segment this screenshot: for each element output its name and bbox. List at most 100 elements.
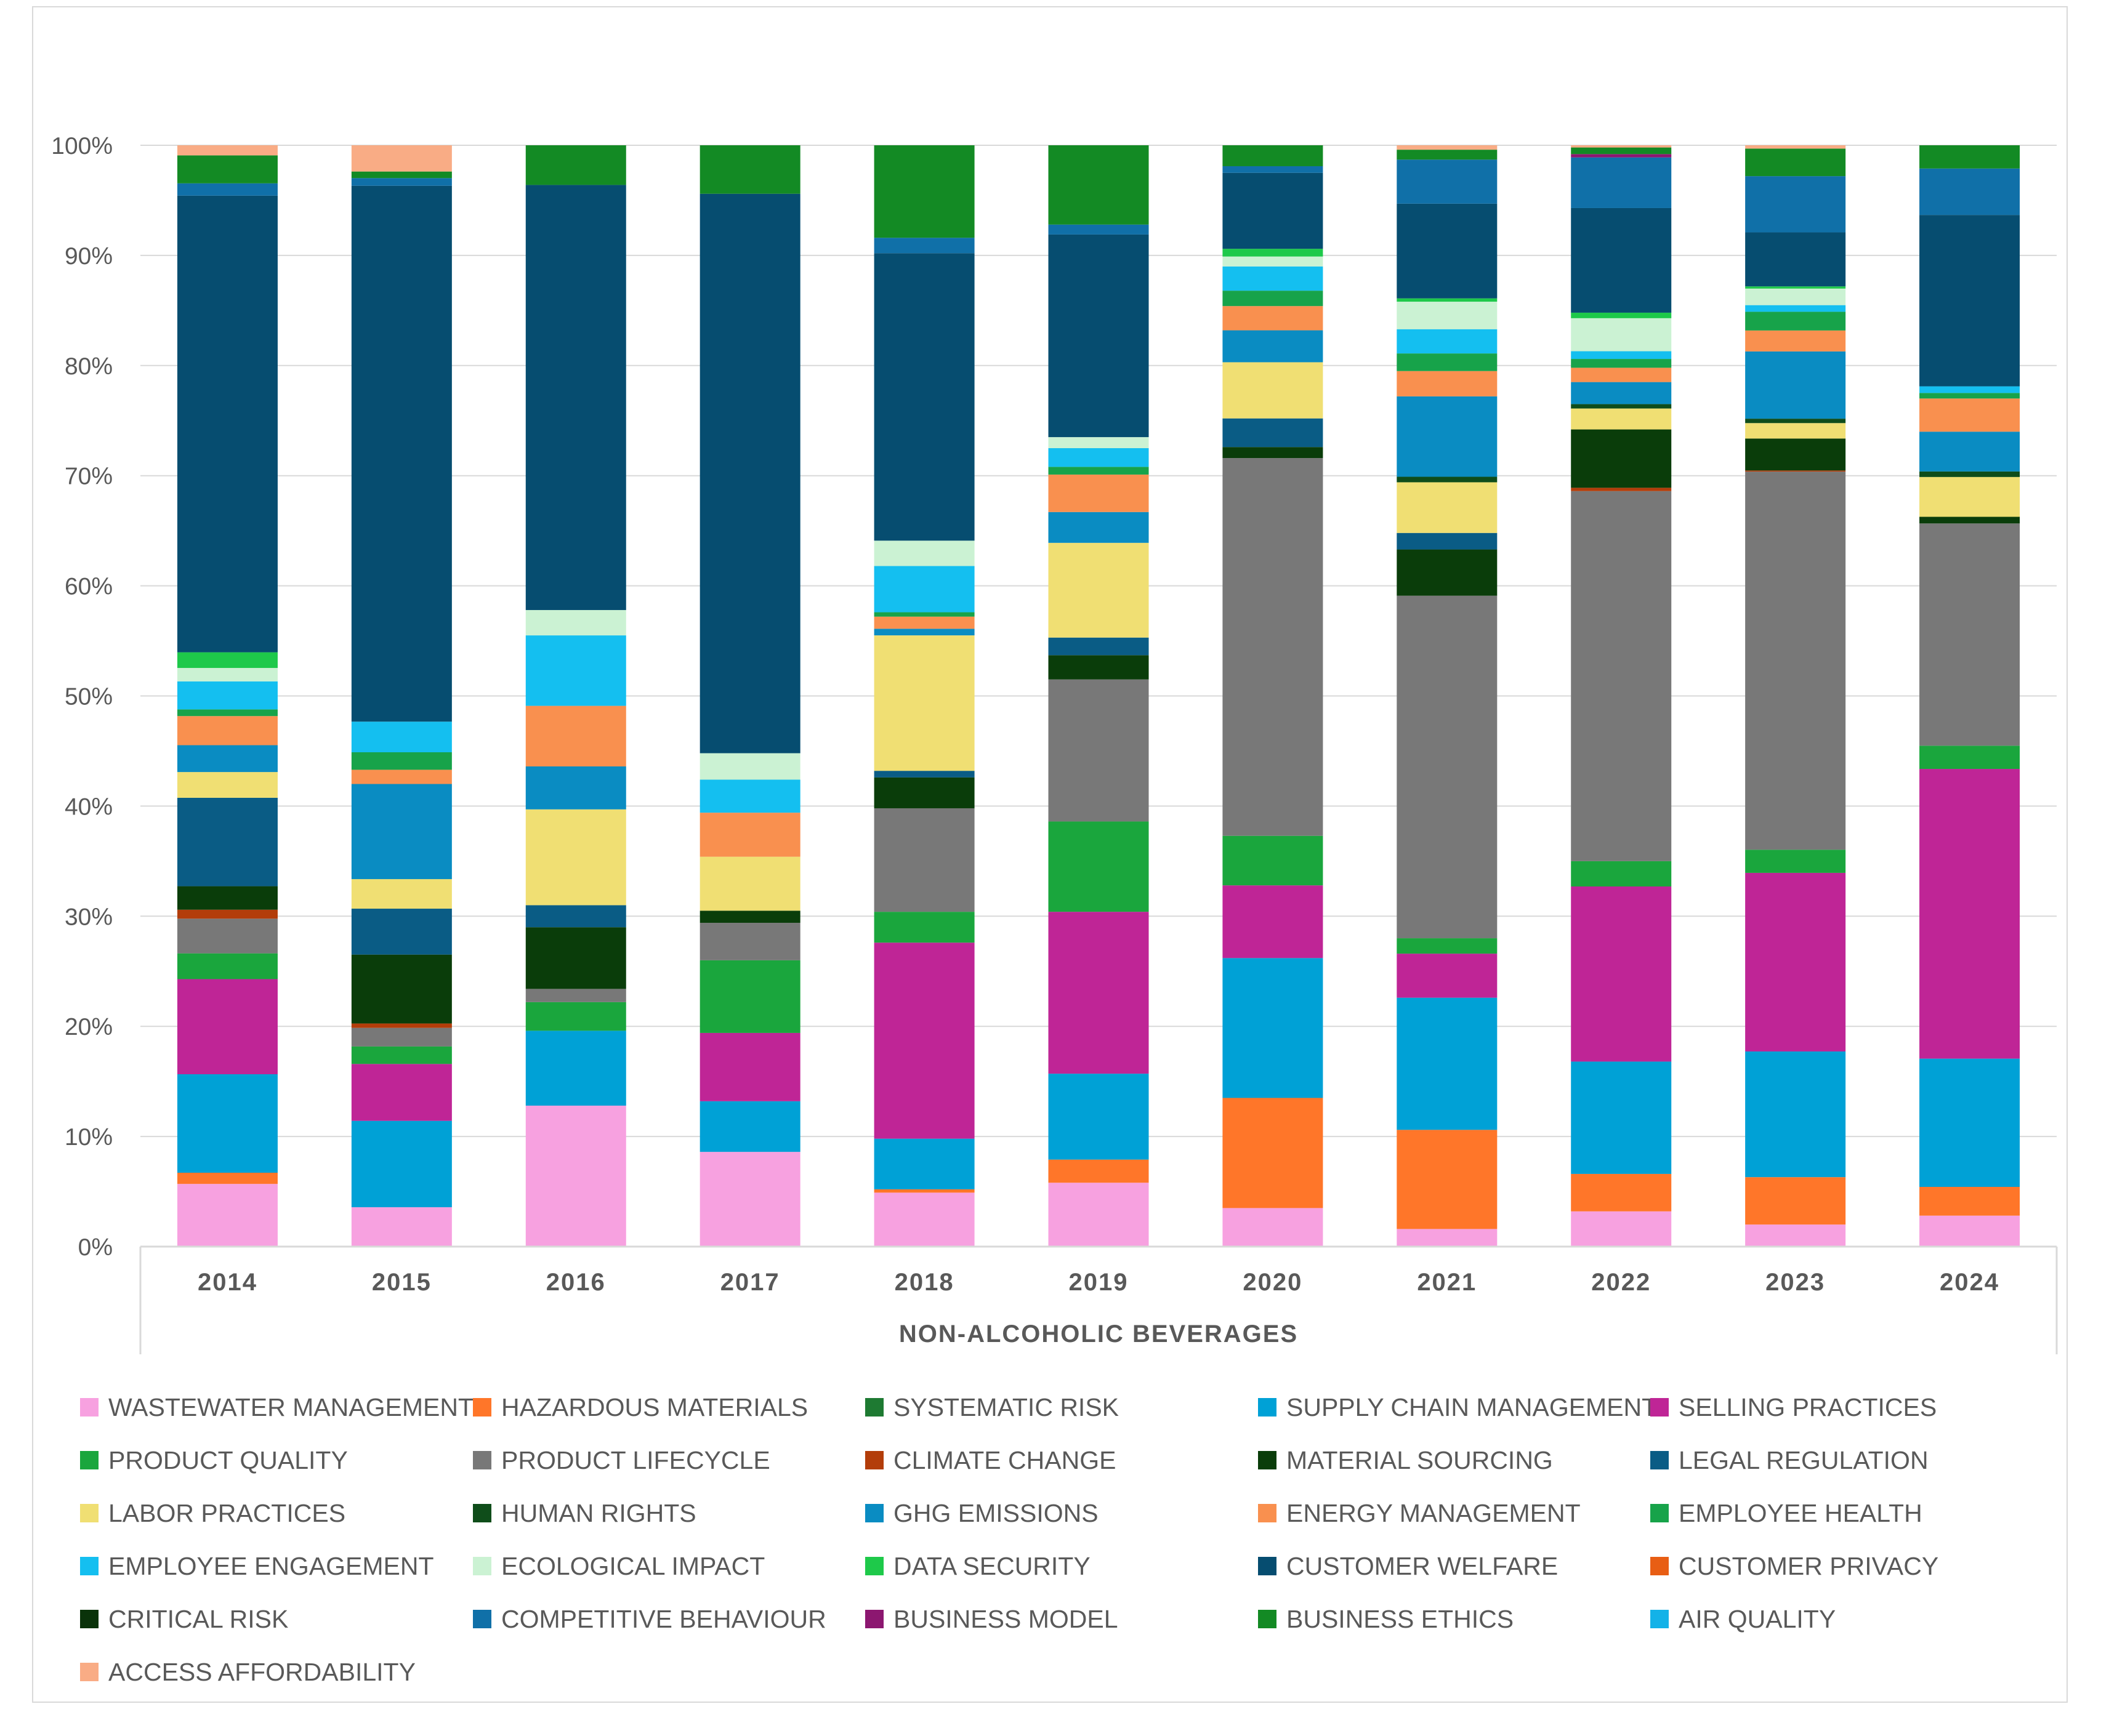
bar-segment[interactable]: ECOLOGICAL IMPACT 2022 [1571, 318, 1672, 352]
bar-segment[interactable]: EMPLOYEE HEALTH 2019 [1048, 467, 1149, 475]
bar-segment[interactable]: LEGAL REGULATION 2014 [177, 797, 278, 886]
bar-segment[interactable]: MATERIAL SOURCING 2021 [1397, 549, 1498, 596]
bar-segment[interactable]: BUSINESS ETHICS 2014 [177, 155, 278, 183]
bar-segment[interactable]: ENERGY MANAGEMENT 2023 [1745, 330, 1846, 352]
bar-segment[interactable]: SUPPLY CHAIN MANAGEMENT 2018 [874, 1138, 975, 1189]
bar-segment[interactable]: ECOLOGICAL IMPACT 2021 [1397, 302, 1498, 329]
bar-segment[interactable]: ENERGY MANAGEMENT 2015 [351, 770, 452, 784]
bar-segment[interactable]: CLIMATE CHANGE 2023 [1745, 470, 1846, 472]
bar-segment[interactable]: PRODUCT QUALITY 2023 [1745, 850, 1846, 873]
bar-segment[interactable]: COMPETITIVE BEHAVIOUR 2023 [1745, 176, 1846, 233]
legend-item[interactable]: EMPLOYEE ENGAGEMENT [80, 1549, 434, 1583]
legend-item[interactable]: PRODUCT LIFECYCLE [473, 1443, 770, 1477]
bar-segment[interactable]: SUPPLY CHAIN MANAGEMENT 2017 [700, 1101, 800, 1152]
bar-segment[interactable]: WASTEWATER MANAGEMENT 2017 [700, 1152, 800, 1247]
bar-segment[interactable]: ECOLOGICAL IMPACT 2020 [1222, 256, 1323, 267]
legend-item[interactable]: ENERGY MANAGEMENT [1258, 1496, 1581, 1530]
bar-segment[interactable]: HUMAN RIGHTS 2022 [1571, 404, 1672, 409]
bar-segment[interactable]: LABOR PRACTICES 2020 [1222, 362, 1323, 419]
bar-segment[interactable]: ACCESS AFFORDABILITY 2015 [351, 145, 452, 172]
bar-segment[interactable]: EMPLOYEE ENGAGEMENT 2022 [1571, 351, 1672, 360]
bar-segment[interactable]: LEGAL REGULATION 2018 [874, 771, 975, 778]
bar-segment[interactable]: SUPPLY CHAIN MANAGEMENT 2020 [1222, 958, 1323, 1098]
bar-segment[interactable]: EMPLOYEE ENGAGEMENT 2021 [1397, 329, 1498, 354]
bar-segment[interactable]: GHG EMISSIONS 2015 [351, 784, 452, 880]
bar-segment[interactable]: LABOR PRACTICES 2016 [525, 809, 626, 906]
bar-segment[interactable]: BUSINESS ETHICS 2016 [525, 145, 626, 185]
bar-segment[interactable]: CUSTOMER WELFARE 2014 [177, 195, 278, 653]
bar-segment[interactable]: SUPPLY CHAIN MANAGEMENT 2021 [1397, 997, 1498, 1130]
bar-segment[interactable]: BUSINESS ETHICS 2024 [1919, 145, 2020, 169]
bar-segment[interactable]: SUPPLY CHAIN MANAGEMENT 2019 [1048, 1074, 1149, 1160]
bar-segment[interactable]: EMPLOYEE ENGAGEMENT 2020 [1222, 266, 1323, 291]
bar-segment[interactable]: MATERIAL SOURCING 2018 [874, 777, 975, 808]
bar-segment[interactable]: PRODUCT QUALITY 2014 [177, 953, 278, 979]
bar-segment[interactable]: ENERGY MANAGEMENT 2020 [1222, 306, 1323, 331]
bar-segment[interactable]: SELLING PRACTICES 2021 [1397, 954, 1498, 998]
bar-segment[interactable]: SELLING PRACTICES 2019 [1048, 912, 1149, 1074]
bar-segment[interactable]: HUMAN RIGHTS 2024 [1919, 471, 2020, 477]
legend-item[interactable]: CLIMATE CHANGE [865, 1443, 1116, 1477]
bar-segment[interactable]: EMPLOYEE HEALTH 2024 [1919, 393, 2020, 399]
bar-segment[interactable]: PRODUCT LIFECYCLE 2016 [525, 989, 626, 1002]
bar-segment[interactable]: SELLING PRACTICES 2023 [1745, 872, 1846, 1052]
bar-segment[interactable]: SUPPLY CHAIN MANAGEMENT 2016 [525, 1031, 626, 1106]
bar-segment[interactable]: MATERIAL SOURCING 2016 [525, 927, 626, 989]
legend-item[interactable]: CUSTOMER WELFARE [1258, 1549, 1558, 1583]
bar-segment[interactable]: SUPPLY CHAIN MANAGEMENT 2022 [1571, 1061, 1672, 1174]
bar-segment[interactable]: PRODUCT LIFECYCLE 2022 [1571, 491, 1672, 861]
bar-segment[interactable]: EMPLOYEE ENGAGEMENT 2023 [1745, 305, 1846, 312]
bar-segment[interactable]: PRODUCT LIFECYCLE 2018 [874, 808, 975, 912]
legend-item[interactable]: MATERIAL SOURCING [1258, 1443, 1553, 1477]
bar-segment[interactable]: HAZARDOUS MATERIALS 2021 [1397, 1130, 1498, 1229]
bar-segment[interactable]: LABOR PRACTICES 2014 [177, 772, 278, 798]
bar-segment[interactable]: SELLING PRACTICES 2024 [1919, 769, 2020, 1059]
bar-segment[interactable]: GHG EMISSIONS 2022 [1571, 382, 1672, 404]
bar-segment[interactable]: GHG EMISSIONS 2016 [525, 766, 626, 810]
bar-segment[interactable]: LEGAL REGULATION 2019 [1048, 637, 1149, 656]
bar-segment[interactable]: WASTEWATER MANAGEMENT 2022 [1571, 1211, 1672, 1247]
bar-segment[interactable]: WASTEWATER MANAGEMENT 2020 [1222, 1208, 1323, 1247]
bar-segment[interactable]: SELLING PRACTICES 2017 [700, 1032, 800, 1101]
bar-segment[interactable]: CUSTOMER WELFARE 2021 [1397, 203, 1498, 299]
bar-segment[interactable]: ECOLOGICAL IMPACT 2018 [874, 540, 975, 566]
bar-segment[interactable]: PRODUCT LIFECYCLE 2015 [351, 1027, 452, 1047]
bar-segment[interactable]: CUSTOMER WELFARE 2017 [700, 193, 800, 753]
bar-segment[interactable]: COMPETITIVE BEHAVIOUR 2024 [1919, 168, 2020, 215]
bar-segment[interactable]: WASTEWATER MANAGEMENT 2023 [1745, 1224, 1846, 1247]
bar-segment[interactable]: EMPLOYEE HEALTH 2018 [874, 612, 975, 617]
bar-segment[interactable]: EMPLOYEE HEALTH 2014 [177, 709, 278, 717]
bar-segment[interactable]: WASTEWATER MANAGEMENT 2024 [1919, 1215, 2020, 1247]
bar-segment[interactable]: EMPLOYEE ENGAGEMENT 2014 [177, 681, 278, 710]
bar-segment[interactable]: SUPPLY CHAIN MANAGEMENT 2023 [1745, 1051, 1846, 1178]
bar-segment[interactable]: DATA SECURITY 2023 [1745, 286, 1846, 289]
bar-segment[interactable]: COMPETITIVE BEHAVIOUR 2015 [351, 178, 452, 186]
bar-segment[interactable]: GHG EMISSIONS 2018 [874, 629, 975, 636]
bar-segment[interactable]: BUSINESS ETHICS 2020 [1222, 145, 1323, 166]
bar-segment[interactable]: HAZARDOUS MATERIALS 2014 [177, 1173, 278, 1184]
bar-segment[interactable]: LABOR PRACTICES 2021 [1397, 482, 1498, 533]
bar-segment[interactable]: GHG EMISSIONS 2023 [1745, 351, 1846, 419]
bar-segment[interactable]: DATA SECURITY 2014 [177, 652, 278, 669]
legend-item[interactable]: CRITICAL RISK [80, 1602, 288, 1636]
bar-segment[interactable]: ENERGY MANAGEMENT 2019 [1048, 474, 1149, 512]
bar-segment[interactable]: HUMAN RIGHTS 2023 [1745, 419, 1846, 424]
bar-segment[interactable]: LEGAL REGULATION 2020 [1222, 418, 1323, 448]
bar-segment[interactable]: CUSTOMER WELFARE 2023 [1745, 232, 1846, 287]
bar-segment[interactable]: MATERIAL SOURCING 2015 [351, 954, 452, 1024]
bar-segment[interactable]: ENERGY MANAGEMENT 2016 [525, 705, 626, 766]
legend-item[interactable]: HUMAN RIGHTS [473, 1496, 696, 1530]
bar-segment[interactable]: ENERGY MANAGEMENT 2024 [1919, 398, 2020, 432]
bar-segment[interactable]: LABOR PRACTICES 2024 [1919, 476, 2020, 517]
legend-item[interactable]: BUSINESS ETHICS [1258, 1602, 1514, 1636]
bar-segment[interactable]: PRODUCT LIFECYCLE 2024 [1919, 523, 2020, 746]
bar-segment[interactable]: EMPLOYEE ENGAGEMENT 2024 [1919, 386, 2020, 393]
legend-item[interactable]: EMPLOYEE HEALTH [1650, 1496, 1922, 1530]
bar-segment[interactable]: COMPETITIVE BEHAVIOUR 2022 [1571, 157, 1672, 208]
bar-segment[interactable]: PRODUCT QUALITY 2015 [351, 1046, 452, 1064]
bar-segment[interactable]: PRODUCT LIFECYCLE 2021 [1397, 595, 1498, 939]
bar-segment[interactable]: EMPLOYEE ENGAGEMENT 2018 [874, 566, 975, 613]
bar-segment[interactable]: COMPETITIVE BEHAVIOUR 2014 [177, 183, 278, 196]
bar-segment[interactable]: ACCESS AFFORDABILITY 2021 [1397, 145, 1498, 150]
bar-segment[interactable]: CLIMATE CHANGE 2015 [351, 1023, 452, 1028]
